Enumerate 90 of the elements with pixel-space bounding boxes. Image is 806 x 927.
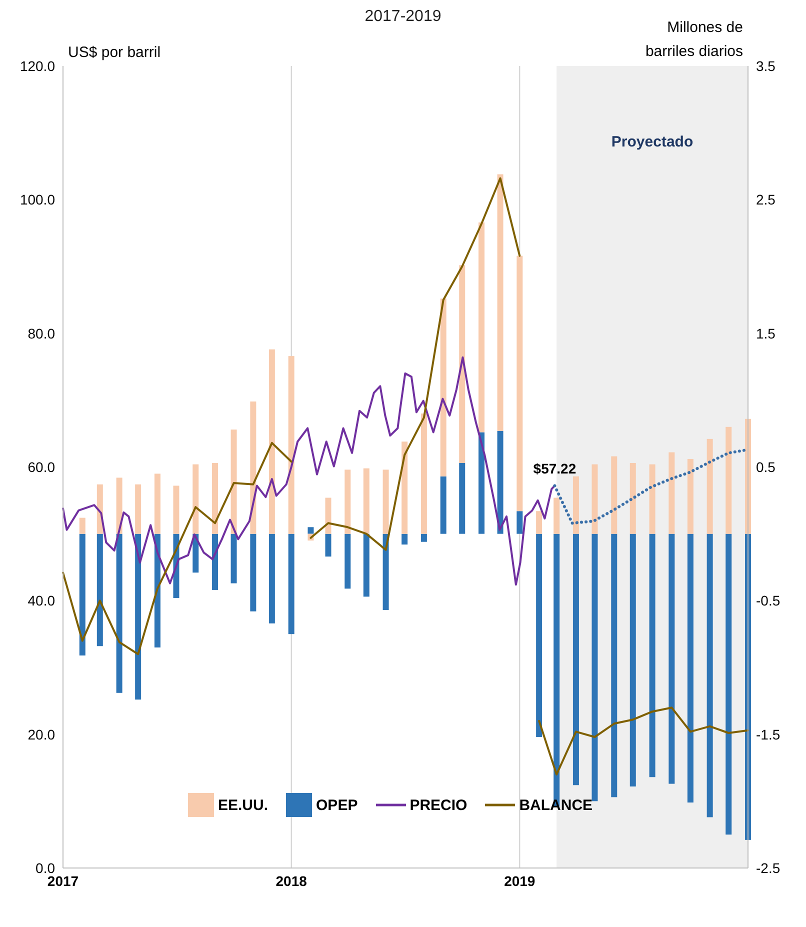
bar: [440, 298, 446, 476]
y2-tick-label: -1.5: [756, 726, 780, 742]
bar: [192, 464, 199, 534]
bar: [308, 527, 314, 534]
bar: [96, 534, 103, 646]
y-tick-label: 80.0: [28, 325, 56, 342]
y2-tick-label: 2.5: [756, 192, 776, 208]
bar: [554, 498, 560, 534]
bar: [230, 534, 237, 584]
bar: [592, 534, 598, 802]
bar: [706, 534, 713, 818]
y-axis-title: US$ por barril: [68, 44, 161, 61]
bar: [611, 456, 618, 534]
bar: [668, 534, 675, 784]
annotation: $57.22: [533, 460, 576, 477]
chart-title: 2017-2019: [364, 8, 442, 25]
bar: [135, 484, 142, 534]
bar: [611, 534, 618, 798]
y-tick-label: 120.0: [20, 58, 56, 74]
bar: [440, 476, 446, 534]
bar: [382, 534, 389, 610]
y2-tick-label: -2.5: [756, 860, 780, 876]
bar: [572, 534, 579, 786]
legend-label: BALANCE: [519, 796, 593, 814]
y2-tick-label: 0.5: [756, 458, 776, 475]
bar: [497, 430, 504, 534]
y2-axis-title: Millones de barriles diarios: [644, 18, 743, 62]
bar: [116, 534, 122, 693]
bar: [649, 534, 656, 778]
bar: [668, 452, 675, 534]
y-tick-label: 20.0: [28, 726, 56, 742]
bar: [687, 534, 694, 803]
bar: [420, 414, 427, 534]
bar: [212, 534, 218, 590]
bar: [363, 534, 370, 597]
y-tick-label: 100.0: [20, 192, 56, 208]
bar: [630, 534, 636, 786]
bar: [459, 462, 466, 534]
x-tick-label: 2019: [504, 872, 536, 889]
bar: [250, 534, 256, 612]
bar: [572, 476, 579, 534]
bar: [687, 458, 694, 534]
bar: [230, 430, 237, 534]
x-tick-label: 2018: [276, 872, 308, 889]
bar: [536, 511, 542, 534]
bar: [478, 222, 485, 432]
bar: [478, 432, 485, 534]
bar: [154, 474, 160, 534]
bar: [649, 464, 656, 534]
band-label: Proyectado: [611, 134, 694, 151]
bar: [630, 462, 636, 534]
y2-tick-label: -0.5: [756, 592, 780, 609]
line-series: [538, 706, 749, 776]
line-series: [310, 177, 521, 551]
bar: [516, 511, 523, 534]
legend-label: EE.UU.: [218, 796, 268, 814]
bar: [212, 462, 218, 534]
legend-label: OPEP: [316, 796, 358, 814]
legend-label: PRECIO: [410, 796, 468, 814]
line-series: [62, 442, 292, 656]
bar: [459, 265, 466, 463]
bar: [402, 442, 408, 534]
bar: [382, 470, 389, 534]
bar: [79, 534, 86, 656]
bar: [592, 464, 598, 534]
y2-tick-label: 1.5: [756, 325, 776, 342]
bar: [344, 534, 351, 589]
bar: [173, 486, 180, 534]
bar: [363, 468, 370, 534]
bar: [135, 534, 142, 700]
y2-tick-label: 3.5: [756, 58, 776, 74]
bar: [325, 498, 332, 534]
bar: [268, 534, 275, 624]
bar: [250, 402, 256, 534]
y-tick-label: 40.0: [28, 592, 56, 609]
bar: [402, 534, 408, 545]
bar: [497, 174, 504, 431]
bar: [726, 426, 732, 534]
bar: [726, 534, 732, 835]
bar: [325, 534, 332, 557]
bar: [288, 356, 294, 534]
bar: [706, 438, 713, 534]
bar: [288, 534, 294, 634]
bar: [420, 534, 427, 542]
bar: [536, 534, 542, 738]
bar: [268, 349, 275, 534]
bar: [79, 518, 86, 534]
bar: [516, 256, 523, 512]
y-tick-label: 60.0: [28, 458, 56, 475]
bar: [344, 470, 351, 534]
